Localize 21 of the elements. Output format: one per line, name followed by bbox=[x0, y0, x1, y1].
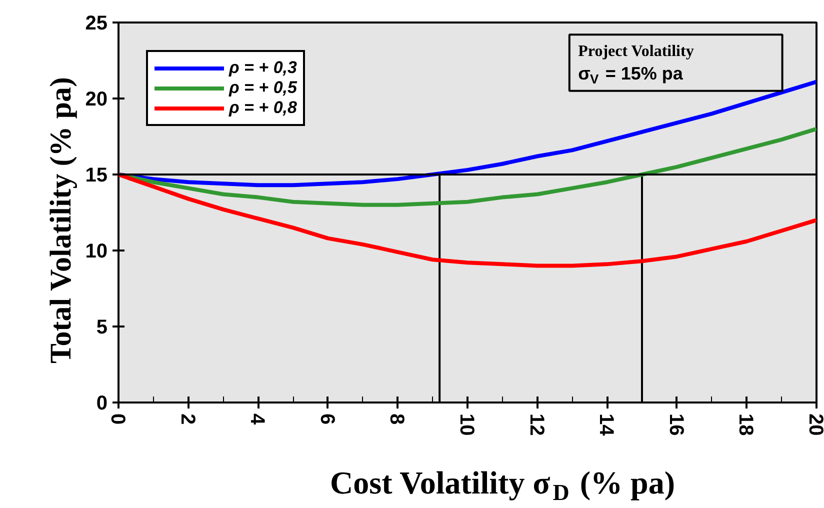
x-tick-label: 14 bbox=[595, 414, 618, 437]
x-tick-label: 20 bbox=[804, 414, 824, 436]
x-tick-label: 12 bbox=[525, 414, 548, 436]
y-axis-title: Total Volatility (% pa) bbox=[44, 77, 78, 364]
x-tick-label: 6 bbox=[316, 414, 338, 425]
x-tick-label: 0 bbox=[106, 414, 128, 425]
x-tick-label: 10 bbox=[456, 414, 478, 436]
x-tick-label: 16 bbox=[664, 414, 687, 436]
y-tick-label: 10 bbox=[85, 240, 108, 262]
y-tick-label: 15 bbox=[85, 164, 108, 186]
y-tick-label: 5 bbox=[96, 316, 108, 338]
legend-label: ρ = + 0,8 bbox=[229, 98, 297, 118]
x-tick-label: 8 bbox=[386, 414, 408, 425]
legend-label: ρ = + 0,5 bbox=[229, 78, 297, 98]
annotation: Project Volatility bbox=[578, 43, 694, 60]
y-tick-label: 25 bbox=[85, 12, 108, 34]
x-tick-label: 18 bbox=[734, 414, 757, 436]
legend-label: ρ = + 0,3 bbox=[229, 58, 297, 78]
x-tick-label: 4 bbox=[246, 414, 268, 426]
y-tick-label: 20 bbox=[85, 88, 108, 110]
x-tick-label: 2 bbox=[176, 414, 198, 425]
